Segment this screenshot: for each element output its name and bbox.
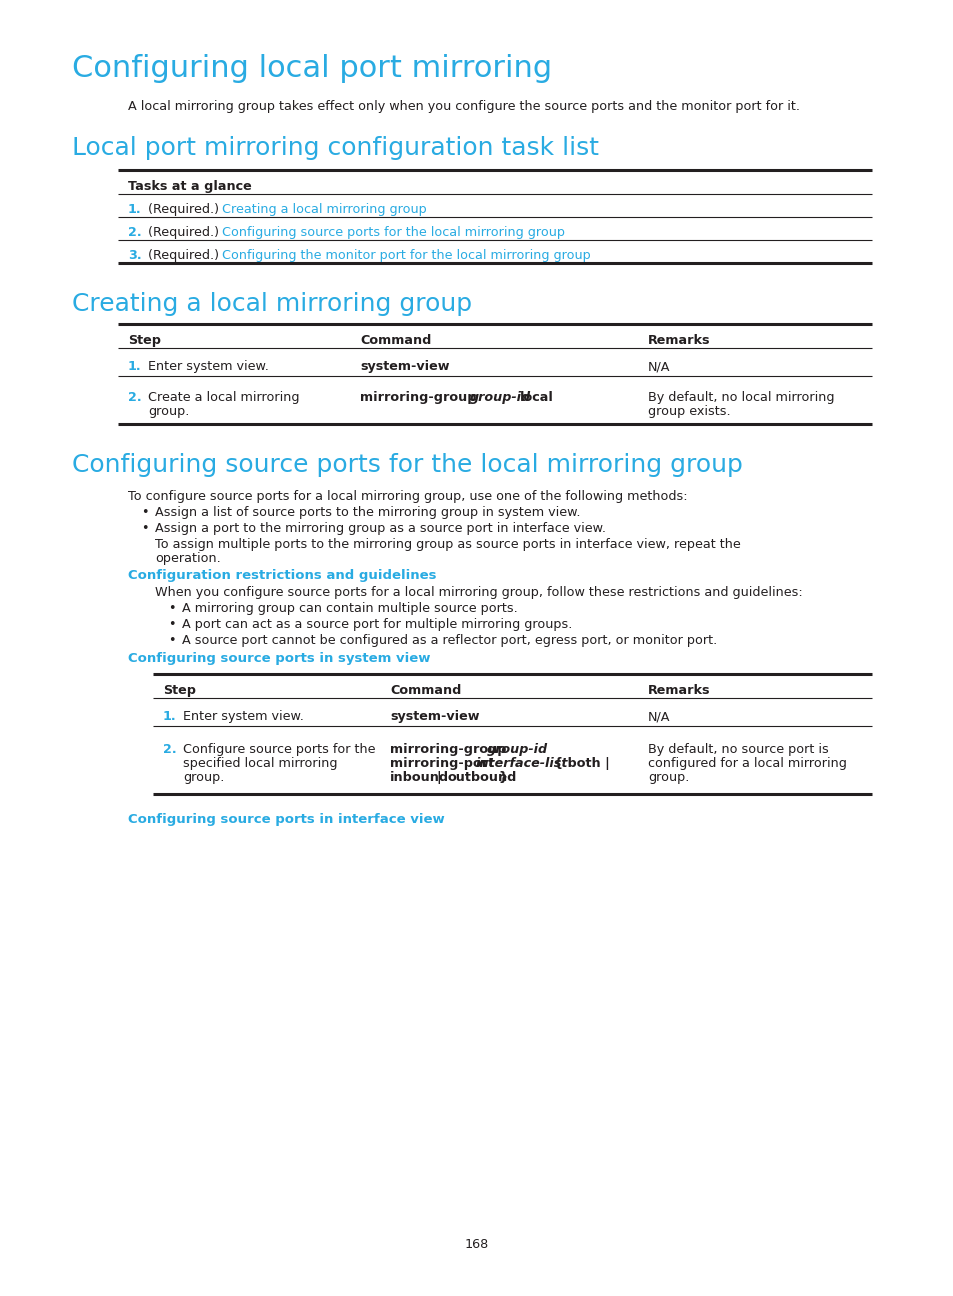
Text: group-id: group-id [486, 743, 548, 756]
Text: group.: group. [647, 771, 689, 784]
Text: 3.: 3. [128, 249, 141, 262]
Text: Step: Step [128, 334, 161, 347]
Text: Assign a port to the mirroring group as a source port in interface view.: Assign a port to the mirroring group as … [154, 522, 605, 535]
Text: •: • [168, 603, 175, 616]
Text: group exists.: group exists. [647, 404, 730, 419]
Text: Configuring source ports in system view: Configuring source ports in system view [128, 652, 430, 665]
Text: configured for a local mirroring: configured for a local mirroring [647, 757, 846, 770]
Text: mirroring-group: mirroring-group [390, 743, 506, 756]
Text: 1.: 1. [128, 360, 141, 373]
Text: Configuring source ports for the local mirroring group: Configuring source ports for the local m… [222, 226, 564, 238]
Text: Configuration restrictions and guidelines: Configuration restrictions and guideline… [128, 569, 436, 582]
Text: By default, no local mirroring: By default, no local mirroring [647, 391, 834, 404]
Text: Creating a local mirroring group: Creating a local mirroring group [71, 292, 472, 316]
Text: (Required.): (Required.) [148, 203, 223, 216]
Text: •: • [141, 522, 149, 535]
Text: }: } [497, 771, 506, 784]
Text: |: | [436, 771, 440, 784]
Text: interface-list: interface-list [476, 757, 568, 770]
Text: system-view: system-view [359, 360, 449, 373]
Text: 1.: 1. [128, 203, 141, 216]
Text: •: • [168, 634, 175, 647]
Text: outbound: outbound [448, 771, 517, 784]
Text: 2.: 2. [128, 391, 141, 404]
Text: When you configure source ports for a local mirroring group, follow these restri: When you configure source ports for a lo… [154, 586, 801, 599]
Text: (Required.): (Required.) [148, 249, 223, 262]
Text: Command: Command [390, 684, 461, 697]
Text: •: • [168, 618, 175, 631]
Text: specified local mirroring: specified local mirroring [183, 757, 337, 770]
Text: system-view: system-view [390, 710, 479, 723]
Text: Enter system view.: Enter system view. [183, 710, 304, 723]
Text: Tasks at a glance: Tasks at a glance [128, 180, 252, 193]
Text: N/A: N/A [647, 360, 670, 373]
Text: Creating a local mirroring group: Creating a local mirroring group [222, 203, 426, 216]
Text: mirroring-group: mirroring-group [359, 391, 476, 404]
Text: A local mirroring group takes effect only when you configure the source ports an: A local mirroring group takes effect onl… [128, 100, 800, 113]
Text: Local port mirroring configuration task list: Local port mirroring configuration task … [71, 136, 598, 159]
Text: A port can act as a source port for multiple mirroring groups.: A port can act as a source port for mult… [182, 618, 572, 631]
Text: { both |: { both | [554, 757, 609, 770]
Text: A source port cannot be configured as a reflector port, egress port, or monitor : A source port cannot be configured as a … [182, 634, 717, 647]
Text: Assign a list of source ports to the mirroring group in system view.: Assign a list of source ports to the mir… [154, 505, 579, 518]
Text: operation.: operation. [154, 552, 220, 565]
Text: group.: group. [183, 771, 224, 784]
Text: By default, no source port is: By default, no source port is [647, 743, 828, 756]
Text: Enter system view.: Enter system view. [148, 360, 269, 373]
Text: Remarks: Remarks [647, 334, 710, 347]
Text: 168: 168 [464, 1238, 489, 1251]
Text: mirroring-port: mirroring-port [390, 757, 494, 770]
Text: Configuring source ports for the local mirroring group: Configuring source ports for the local m… [71, 454, 742, 477]
Text: To configure source ports for a local mirroring group, use one of the following : To configure source ports for a local mi… [128, 490, 687, 503]
Text: Remarks: Remarks [647, 684, 710, 697]
Text: group.: group. [148, 404, 190, 419]
Text: Configuring source ports in interface view: Configuring source ports in interface vi… [128, 813, 444, 826]
Text: •: • [141, 505, 149, 518]
Text: (Required.): (Required.) [148, 226, 223, 238]
Text: Configure source ports for the: Configure source ports for the [183, 743, 375, 756]
Text: Step: Step [163, 684, 195, 697]
Text: To assign multiple ports to the mirroring group as source ports in interface vie: To assign multiple ports to the mirrorin… [154, 538, 740, 551]
Text: 2.: 2. [128, 226, 141, 238]
Text: Create a local mirroring: Create a local mirroring [148, 391, 299, 404]
Text: Configuring local port mirroring: Configuring local port mirroring [71, 54, 552, 83]
Text: Command: Command [359, 334, 431, 347]
Text: 1.: 1. [163, 710, 176, 723]
Text: A mirroring group can contain multiple source ports.: A mirroring group can contain multiple s… [182, 603, 517, 616]
Text: N/A: N/A [647, 710, 670, 723]
Text: group-id: group-id [470, 391, 531, 404]
Text: Configuring the monitor port for the local mirroring group: Configuring the monitor port for the loc… [222, 249, 590, 262]
Text: 2.: 2. [163, 743, 176, 756]
Text: inbound: inbound [390, 771, 449, 784]
Text: local: local [519, 391, 554, 404]
